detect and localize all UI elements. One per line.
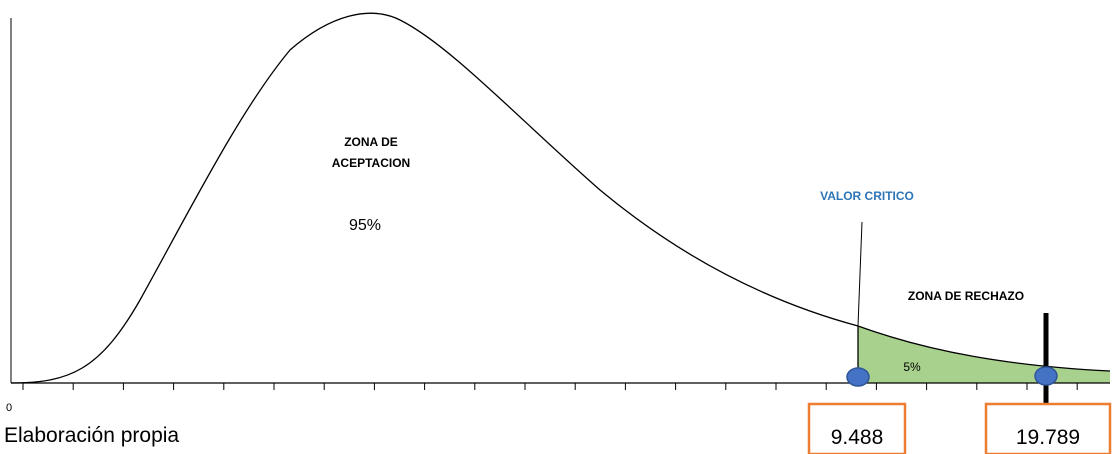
origin-label: 0 bbox=[6, 402, 12, 414]
critical-value-label: VALOR CRITICO bbox=[820, 189, 914, 203]
source-caption: Elaboración propia bbox=[4, 424, 180, 447]
test-statistic-marker bbox=[1034, 366, 1058, 386]
test-statistic-text: 19.789 bbox=[1016, 426, 1080, 449]
acceptance-zone-label-line1: ZONA DE bbox=[344, 135, 398, 149]
acceptance-zone-label-line2: ACEPTACION bbox=[332, 156, 410, 170]
x-axis-ticks bbox=[22, 383, 1078, 390]
test-statistic-box: 19.789 bbox=[984, 402, 1112, 454]
distribution-curve bbox=[10, 12, 1111, 384]
critical-value-box: 9.488 bbox=[807, 402, 907, 454]
critical-label-leader bbox=[857, 221, 863, 327]
rejection-region bbox=[858, 326, 1110, 383]
acceptance-percent: 95% bbox=[349, 217, 381, 234]
rejection-percent: 5% bbox=[903, 360, 921, 374]
critical-value-marker bbox=[846, 367, 870, 387]
critical-value-text: 9.488 bbox=[831, 426, 884, 449]
rejection-zone-label: ZONA DE RECHAZO bbox=[908, 289, 1024, 303]
